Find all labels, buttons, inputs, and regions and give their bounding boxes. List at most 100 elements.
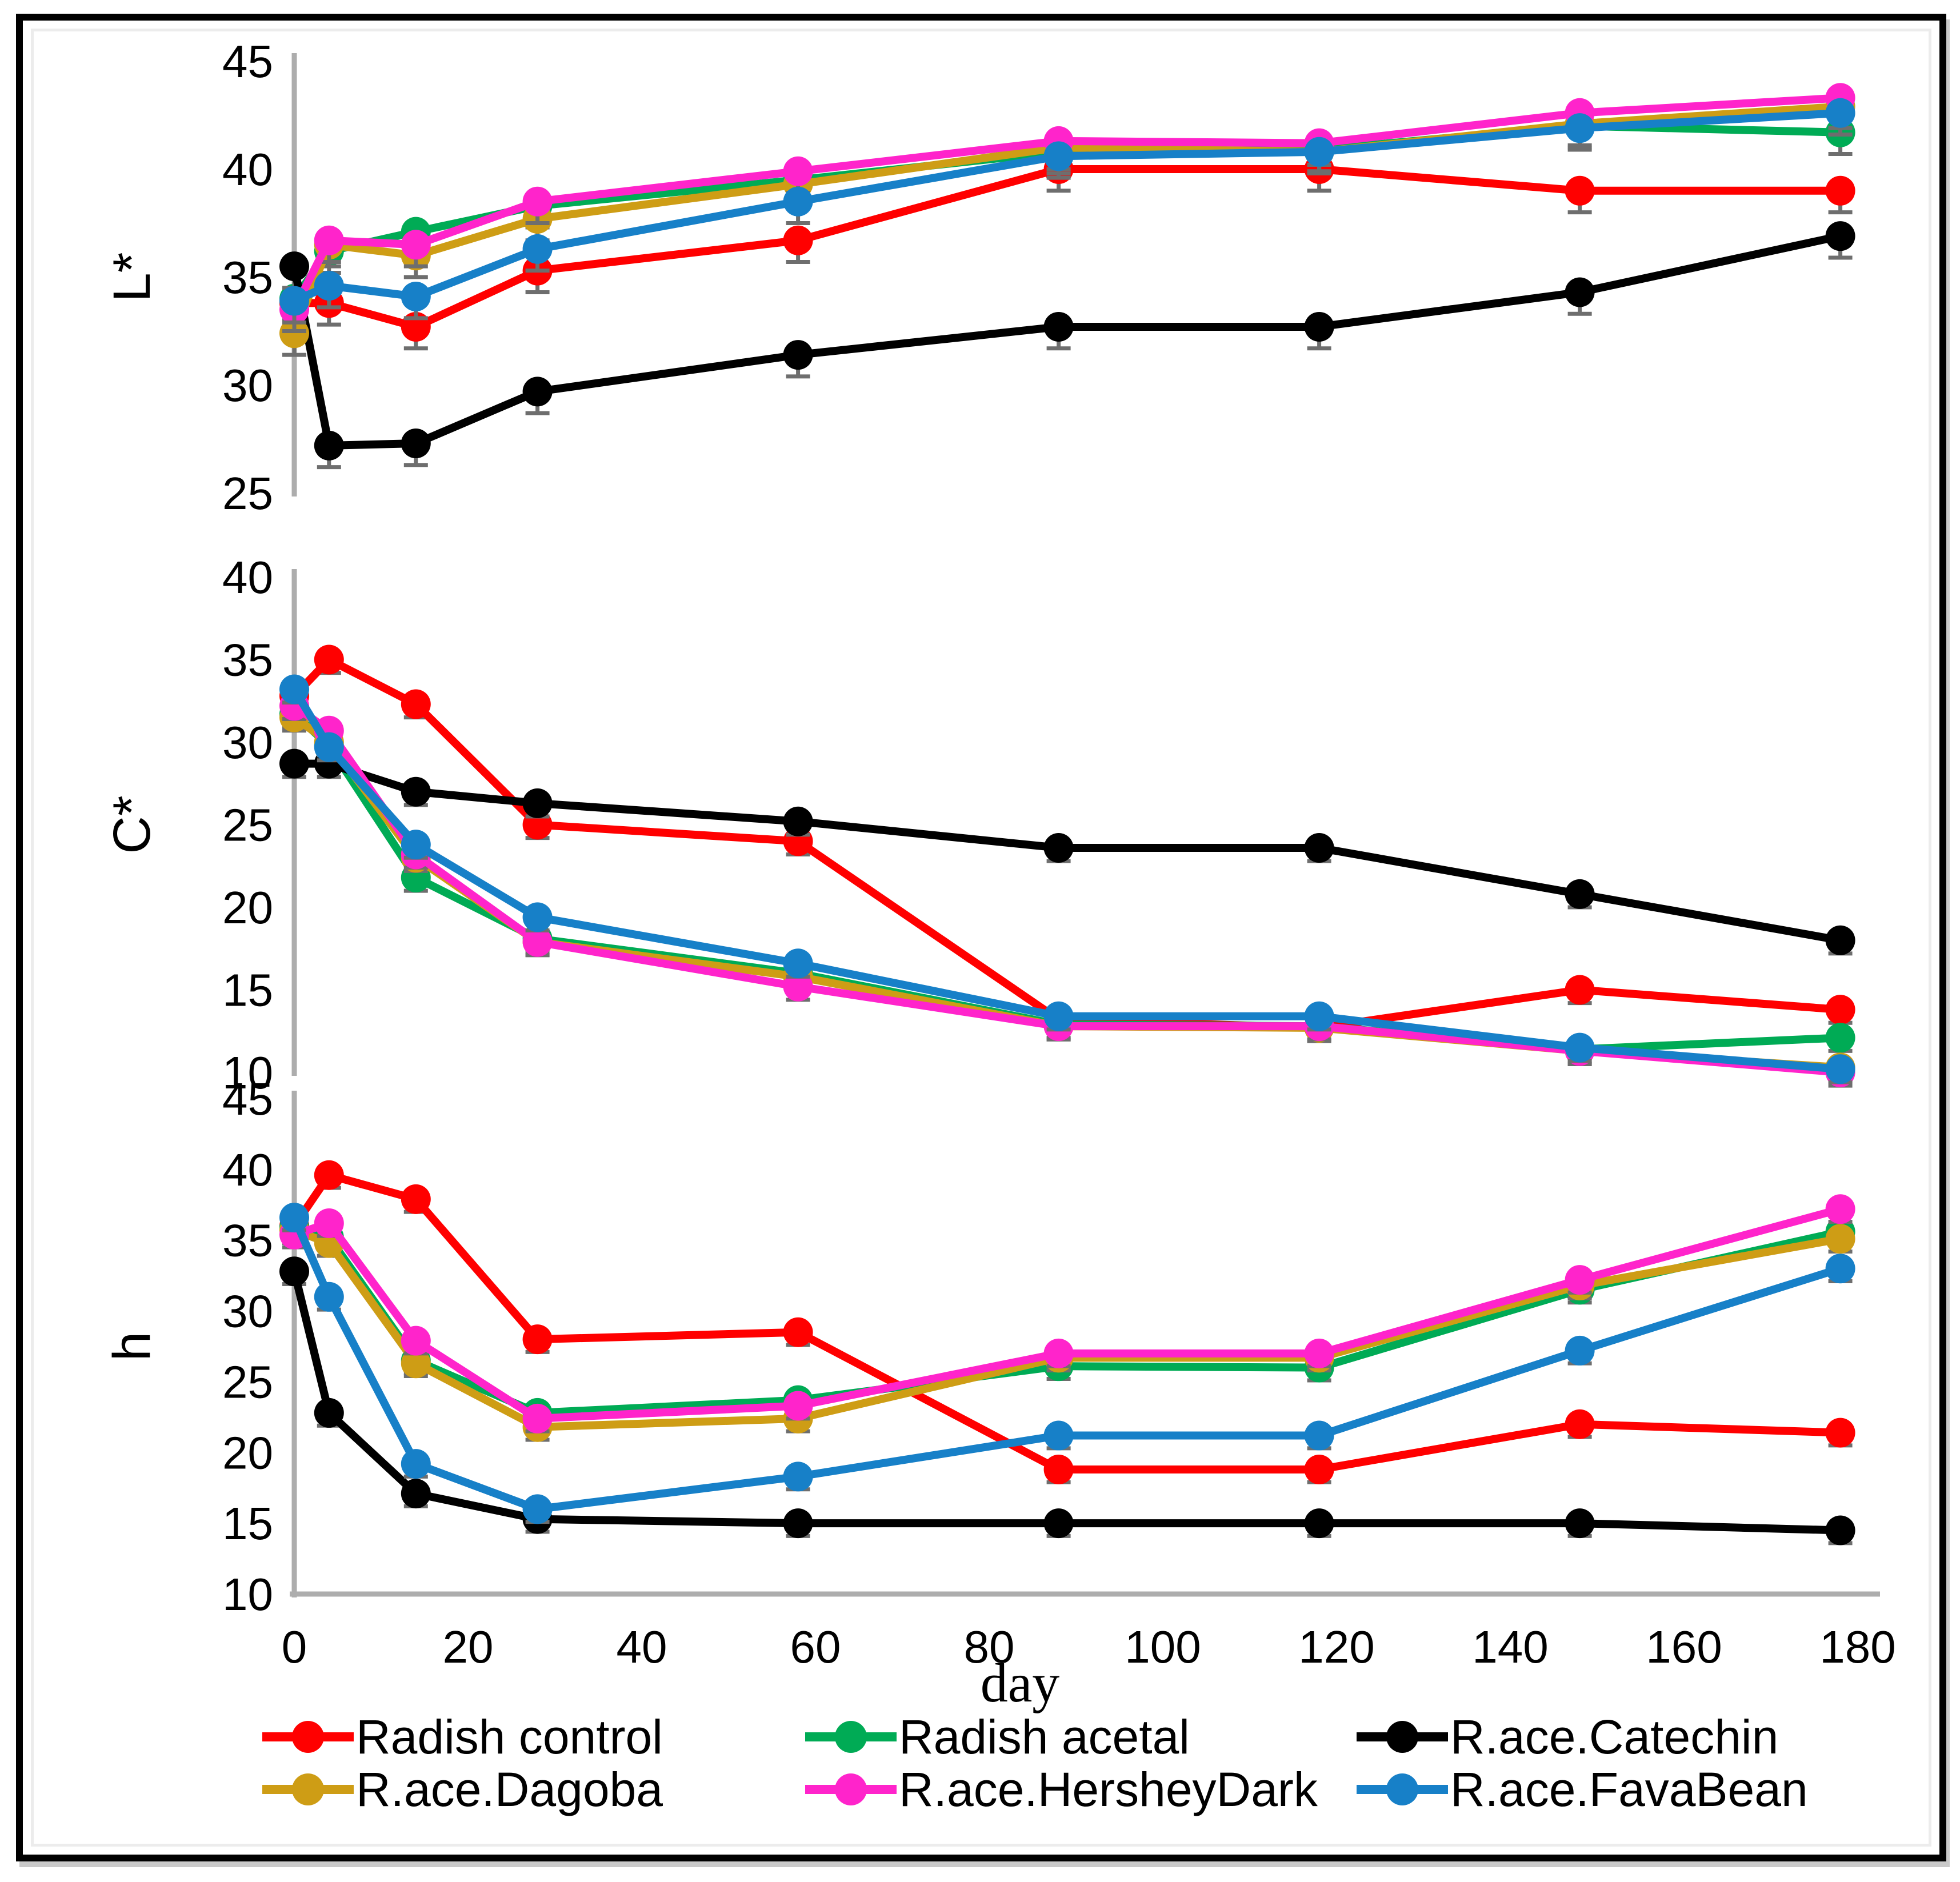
data-point-marker: [1304, 311, 1334, 342]
data-point-marker: [1304, 1420, 1334, 1451]
y-tick-label: 35: [222, 252, 273, 303]
data-point-marker: [1825, 925, 1855, 955]
data-point-marker: [522, 1403, 553, 1433]
data-point-marker: [1304, 1338, 1334, 1368]
y-tick-label: 45: [222, 36, 273, 87]
data-point-marker: [783, 1461, 813, 1492]
data-point-marker: [1304, 1508, 1334, 1539]
y-tick-label: 35: [222, 1215, 273, 1266]
data-point-marker: [314, 1160, 344, 1190]
data-point-marker: [401, 830, 431, 860]
data-point-marker: [1304, 1455, 1334, 1485]
data-point-marker: [279, 286, 309, 316]
data-point-marker: [314, 644, 344, 675]
data-point-marker: [1565, 277, 1595, 307]
data-point-marker: [1565, 1032, 1595, 1063]
data-point-marker: [522, 902, 553, 932]
y-axis-title-L: L*: [103, 253, 161, 302]
data-point-marker: [314, 271, 344, 301]
data-point-marker: [1825, 221, 1855, 251]
data-point-marker: [1043, 311, 1074, 342]
data-point-marker: [1043, 1508, 1074, 1539]
x-axis-title: day: [981, 1652, 1060, 1713]
panel-L: 45 40 35 30 25 L*: [103, 36, 1855, 519]
x-tick-label: 60: [790, 1621, 841, 1672]
panel-h: 45 40 35 30 25 20 15 10 h: [103, 1074, 1855, 1620]
series-r-ace-favabean-h: [279, 1203, 1855, 1524]
x-tick-label: 120: [1298, 1621, 1374, 1672]
data-point-marker: [314, 1282, 344, 1312]
y-tick-label: 25: [222, 1356, 273, 1407]
data-point-marker: [522, 377, 553, 407]
y-axis-title-C: C*: [103, 795, 161, 854]
data-point-marker: [401, 282, 431, 312]
series-line: [290, 1267, 1845, 1535]
data-point-marker: [783, 1508, 813, 1539]
y-tick-label: 25: [222, 800, 273, 851]
data-point-marker: [401, 1326, 431, 1356]
data-point-marker: [1304, 137, 1334, 167]
data-point-marker: [1565, 113, 1595, 143]
y-tick-label: 40: [222, 144, 273, 195]
x-tick-label: 140: [1472, 1621, 1548, 1672]
data-point-marker: [783, 225, 813, 255]
data-point-marker: [401, 230, 431, 260]
data-point-marker: [1565, 1335, 1595, 1366]
data-point-marker: [279, 318, 309, 349]
x-tick-label: 80: [964, 1621, 1015, 1672]
data-point-marker: [279, 748, 309, 779]
data-point-marker: [783, 1317, 813, 1347]
data-point-marker: [314, 1398, 344, 1428]
y-tick-label: 35: [222, 635, 273, 686]
data-point-marker: [522, 1494, 553, 1524]
figure-border: [16, 14, 1946, 1861]
data-point-marker: [279, 1203, 309, 1233]
data-point-marker: [1043, 832, 1074, 863]
x-tick-label: 40: [617, 1621, 667, 1672]
data-point-marker: [783, 1391, 813, 1421]
y-axis-ticks-L: 45 40 35 30 25: [222, 36, 273, 519]
data-point-marker: [1565, 1508, 1595, 1539]
y-axis-ticks-C: 40 35 30 25 20 15 10: [222, 552, 273, 1098]
data-point-marker: [1825, 995, 1855, 1025]
data-point-marker: [401, 429, 431, 459]
data-point-marker: [522, 788, 553, 818]
x-tick-label: 180: [1819, 1621, 1895, 1672]
data-point-marker: [1825, 175, 1855, 206]
y-tick-label: 40: [222, 1144, 273, 1195]
data-point-marker: [1825, 1054, 1855, 1084]
y-tick-label: 30: [222, 717, 273, 768]
y-tick-label: 25: [222, 468, 273, 519]
data-point-marker: [401, 776, 431, 807]
error-bars: [282, 236, 1853, 470]
x-tick-label: 100: [1125, 1621, 1201, 1672]
data-point-marker: [314, 732, 344, 762]
data-point-marker: [1825, 98, 1855, 128]
data-point-marker: [522, 927, 553, 957]
data-point-marker: [1043, 1420, 1074, 1451]
series-r-ace-favabean-C: [279, 674, 1855, 1084]
data-point-marker: [1825, 1224, 1855, 1254]
data-point-marker: [783, 340, 813, 370]
y-tick-label: 10: [222, 1047, 273, 1098]
data-point-marker: [1825, 1417, 1855, 1448]
y-axis-ticks-h: 45 40 35 30 25 20 15 10: [222, 1074, 273, 1620]
data-point-marker: [279, 674, 309, 704]
data-point-marker: [314, 1208, 344, 1238]
x-tick-label: 160: [1646, 1621, 1722, 1672]
data-point-marker: [1565, 1409, 1595, 1439]
series-line: [290, 1205, 1845, 1423]
data-point-marker: [783, 948, 813, 979]
x-axis-ticks: 0 20 40 60 80 100 120 140 160 180: [282, 1621, 1896, 1672]
series-r-ace-catechin-h: [279, 1256, 1855, 1545]
data-point-marker: [522, 234, 553, 264]
data-point-marker: [279, 1256, 309, 1287]
data-point-marker: [1565, 879, 1595, 909]
data-point-marker: [314, 225, 344, 255]
y-tick-label: 30: [222, 360, 273, 411]
data-point-marker: [783, 156, 813, 186]
y-tick-label: 20: [222, 882, 273, 933]
data-point-marker: [1043, 141, 1074, 171]
